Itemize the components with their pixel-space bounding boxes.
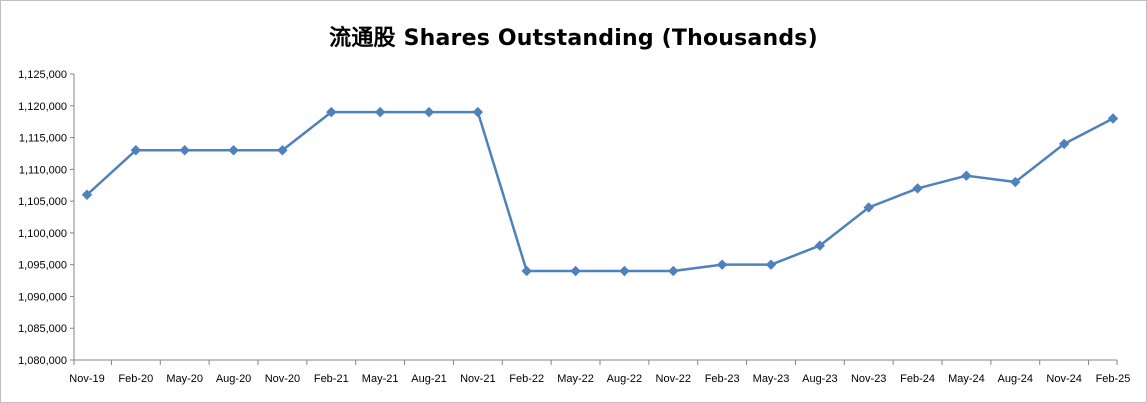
data-point <box>1107 113 1119 124</box>
x-tick-label: Nov-22 <box>656 373 691 385</box>
y-tick-label: 1,100,000 <box>18 228 67 240</box>
x-tick-label: May-21 <box>362 373 399 385</box>
x-tick-label: May-23 <box>753 373 790 385</box>
x-tick-label: May-20 <box>166 373 203 385</box>
y-tick-label: 1,090,000 <box>18 291 67 303</box>
data-point <box>81 189 93 200</box>
x-tick-label: Feb-22 <box>509 373 544 385</box>
y-tick-label: 1,125,000 <box>18 69 67 81</box>
data-point <box>570 265 581 277</box>
y-tick-label: 1,115,000 <box>19 133 67 145</box>
data-point <box>277 145 288 156</box>
x-tick-label: Aug-22 <box>607 373 642 385</box>
x-tick-label: Feb-23 <box>705 373 740 385</box>
x-tick-label: Nov-20 <box>265 373 300 385</box>
y-tick-label: 1,085,000 <box>18 323 67 335</box>
data-point <box>765 259 777 270</box>
data-point <box>961 170 972 181</box>
data-point <box>863 202 874 213</box>
x-tick-label: Feb-25 <box>1096 373 1131 385</box>
data-point <box>130 145 142 156</box>
y-tick-label: 1,095,000 <box>18 260 67 272</box>
x-tick-label: Nov-21 <box>460 373 495 385</box>
x-tick-label: Feb-20 <box>118 373 153 385</box>
chart-title: 流通股 Shares Outstanding (Thousands) <box>329 26 818 51</box>
x-tick-label: May-22 <box>557 373 594 385</box>
x-tick-label: Feb-24 <box>900 373 935 385</box>
data-point <box>521 265 532 277</box>
x-tick-label: Nov-19 <box>69 373 104 385</box>
data-point <box>423 106 435 118</box>
x-tick-label: Nov-23 <box>851 373 886 385</box>
x-tick-label: Aug-21 <box>411 373 446 385</box>
y-tick-label: 1,120,000 <box>18 101 67 113</box>
x-tick-label: May-24 <box>948 373 985 385</box>
data-point <box>472 106 484 118</box>
data-point <box>668 265 679 277</box>
data-point <box>179 145 190 156</box>
data-point <box>374 106 386 118</box>
x-tick-label: Aug-23 <box>802 373 837 385</box>
x-tick-label: Feb-21 <box>314 373 349 385</box>
data-point <box>912 183 923 194</box>
data-point <box>814 240 826 251</box>
y-tick-label: 1,110,000 <box>19 164 67 176</box>
data-point <box>716 259 728 270</box>
y-tick-label: 1,080,000 <box>18 355 67 367</box>
x-tick-label: Aug-20 <box>216 373 251 385</box>
data-point <box>1010 176 1021 188</box>
y-tick-label: 1,105,000 <box>18 196 67 208</box>
x-tick-label: Aug-24 <box>998 373 1033 385</box>
data-point <box>619 265 630 277</box>
series-line <box>86 110 1114 273</box>
x-tick-label: Nov-24 <box>1046 373 1081 385</box>
data-point <box>228 145 239 156</box>
data-point <box>326 106 337 118</box>
data-point <box>1058 138 1070 150</box>
